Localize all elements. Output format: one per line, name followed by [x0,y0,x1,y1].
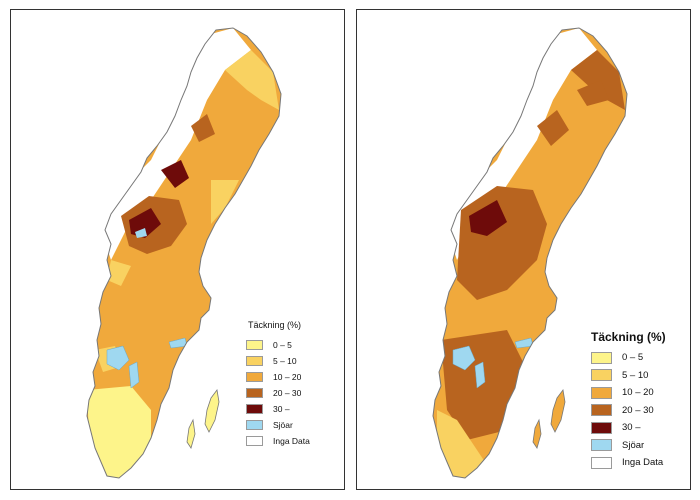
legend-label: Sjöar [622,439,645,451]
legend-swatch [246,340,263,350]
legend-item: Sjöar [246,417,310,433]
legend-swatch [246,404,263,414]
map-panel-left: Täckning (%) 0 – 5 5 – 10 10 – 20 20 – 3… [10,9,345,490]
legend-label: 0 – 5 [273,340,292,350]
legend-label: 30 – [273,404,290,414]
legend-label: 20 – 30 [622,404,654,416]
legend-swatch [246,356,263,366]
legend-right: Täckning (%) 0 – 5 5 – 10 10 – 20 20 – 3… [591,330,666,472]
legend-label: Inga Data [622,457,664,469]
legend-item: 20 – 30 [246,385,310,401]
legend-swatch [246,372,263,382]
legend-title: Täckning (%) [248,320,302,330]
legend-item: 30 – [246,401,310,417]
legend-swatch [591,404,612,417]
legend-item: 5 – 10 [591,367,666,385]
sweden-map-left [86,27,282,479]
legend-swatch [246,436,263,446]
legend-swatch [591,369,612,382]
legend-label: 10 – 20 [273,372,302,382]
legend-item: Sjöar [591,437,666,455]
legend-item: 0 – 5 [246,337,310,353]
legend-label: 0 – 5 [622,352,644,364]
map-panel-right: Täckning (%) 0 – 5 5 – 10 10 – 20 20 – 3… [356,9,691,490]
legend-label: 30 – [622,422,641,434]
legend-swatch [591,456,612,469]
legend-label: 5 – 10 [622,369,649,381]
legend-item: 5 – 10 [246,353,310,369]
legend-left: Täckning (%) 0 – 5 5 – 10 10 – 20 20 – 3… [246,320,310,449]
legend-item: Inga Data [246,433,310,449]
sweden-map-right [432,27,628,479]
legend-item: Inga Data [591,454,666,472]
legend-label: 20 – 30 [273,388,302,398]
legend-swatch [591,421,612,434]
legend-label: 5 – 10 [273,356,297,366]
legend-item: 10 – 20 [246,369,310,385]
legend-label: 10 – 20 [622,387,654,399]
legend-swatch [591,439,612,452]
legend-item: 0 – 5 [591,349,666,367]
legend-label: Sjöar [273,420,293,430]
legend-swatch [591,351,612,364]
legend-title: Täckning (%) [591,330,666,344]
legend-swatch [591,386,612,399]
legend-item: 10 – 20 [591,384,666,402]
legend-item: 20 – 30 [591,402,666,420]
legend-swatch [246,388,263,398]
legend-item: 30 – [591,419,666,437]
legend-label: Inga Data [273,436,310,446]
legend-swatch [246,420,263,430]
